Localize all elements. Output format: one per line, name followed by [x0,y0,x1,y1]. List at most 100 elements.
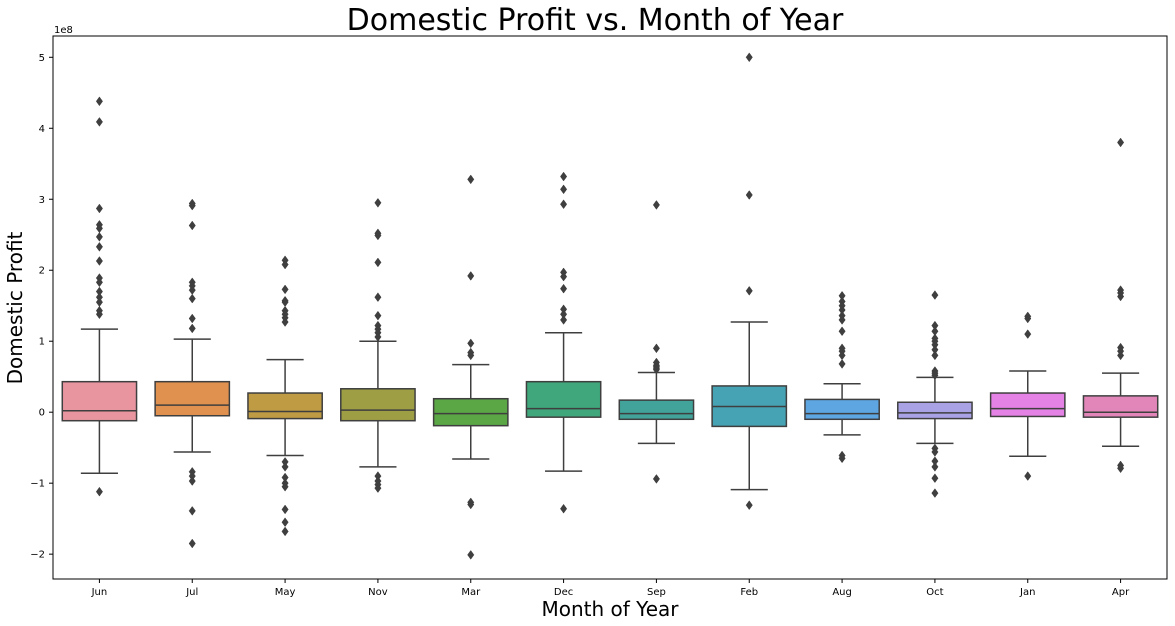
outlier-point [652,364,660,375]
iqr-box [618,399,695,421]
outlier-point [1024,329,1032,339]
outlier-point [281,481,289,492]
outlier-point [374,257,382,268]
outlier-point [95,256,103,266]
outlier-point [838,315,846,325]
x-tick-label: Oct [926,587,943,598]
y-axis-label: Domestic Profit [3,231,27,384]
box-apr [1082,137,1159,474]
outlier-point [281,259,289,270]
outlier-point [374,483,382,493]
box-jun [61,96,138,497]
outlier-point [745,285,753,296]
outlier-point [95,297,103,308]
outlier-point [931,462,939,472]
outlier-point [188,506,196,516]
outlier-point [931,290,939,300]
box-aug [804,290,880,464]
outlier-point [281,317,289,327]
box-mar [432,174,509,560]
outlier-point [838,453,846,464]
chart-title: Domestic Profit vs. Month of Year [347,3,844,38]
y-tick-label: 2 [39,266,45,277]
outlier-point [652,343,660,354]
outlier-point [838,359,846,369]
y-tick-label: 3 [39,195,45,206]
x-tick-label: Jun [91,587,108,598]
outlier-point [560,271,568,282]
outlier-point [745,500,753,511]
outlier-point [931,488,939,498]
outlier-point [560,283,568,294]
y-tick-label: −2 [30,550,45,561]
outlier-point [745,190,753,200]
outlier-point [281,517,289,528]
outlier-point [95,232,103,242]
outlier-point [652,474,660,484]
outlier-point [188,476,196,486]
y-tick-label: 4 [39,124,45,135]
outlier-point [188,313,196,324]
outlier-point [467,499,475,510]
outlier-point [281,462,289,472]
outlier-point [281,284,289,295]
x-axis: Jun Jul May Nov Mar Dec Sep Feb Aug Oct Jan Apr [91,579,1130,598]
plot-area [52,35,1168,580]
box-jul [154,198,231,549]
x-tick-label: Sep [647,587,666,598]
outlier-point [95,486,103,497]
outlier-point [1117,291,1125,302]
outlier-point [188,538,196,549]
y-axis-offset-label: 1e8 [54,25,73,36]
outlier-point [931,370,939,381]
outlier-point [374,197,382,208]
outlier-point [931,447,939,457]
outlier-point [281,504,289,515]
outlier-point [560,184,568,195]
x-tick-label: Dec [554,587,573,598]
iqr-box [61,380,138,422]
y-tick-label: −1 [30,479,45,490]
outlier-point [467,338,475,349]
outlier-point [838,326,846,337]
outlier-point [931,473,939,484]
outlier-point [467,174,475,185]
box-feb [711,52,788,511]
y-tick-label: 5 [39,53,45,64]
outlier-point [95,277,103,288]
outlier-point [467,350,475,361]
outlier-point [374,230,382,241]
x-axis-label: Month of Year [541,597,679,621]
x-tick-label: Feb [740,587,758,598]
box-jan [989,311,1066,481]
box-sep [618,200,695,484]
x-tick-label: May [275,587,296,598]
plot-frame [52,35,1168,580]
outlier-point [374,310,382,321]
outlier-point [652,200,660,210]
y-axis: −2 −1 0 1 2 3 4 5 [30,53,53,561]
iqr-box [432,397,509,427]
x-tick-label: Jan [1019,587,1035,598]
box-dec [525,171,602,514]
x-tick-label: Aug [832,587,852,598]
outlier-point [745,52,753,63]
outlier-point [95,309,103,320]
x-tick-label: Nov [368,587,388,598]
outlier-point [560,315,568,325]
outlier-point [188,200,196,211]
x-tick-label: Apr [1112,587,1130,598]
outlier-point [560,171,568,182]
outlier-point [374,332,382,342]
outlier-point [95,96,103,107]
outlier-point [374,292,382,303]
outlier-point [1117,350,1125,361]
outlier-point [467,271,475,281]
outlier-point [188,323,196,334]
iqr-box [897,401,973,420]
iqr-box [1082,395,1159,418]
outlier-point [467,550,475,560]
outlier-point [1117,137,1125,148]
box-nov [340,197,416,493]
